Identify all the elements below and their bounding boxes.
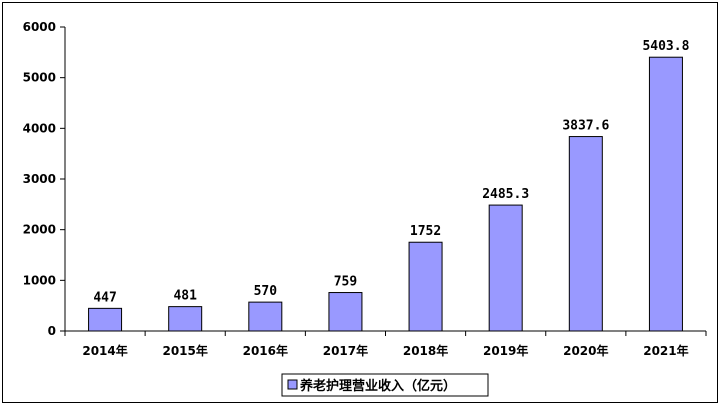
x-tick-label: 2017年 <box>323 343 368 358</box>
x-tick-label: 2021年 <box>643 343 688 358</box>
x-tick-label: 2015年 <box>162 343 207 358</box>
data-labels: 447 481 570 759 1752 2485.3 3837.6 5403.8 <box>93 39 689 305</box>
bar <box>168 306 203 332</box>
bar <box>568 136 603 332</box>
legend: 养老护理营业收入（亿元） <box>281 373 489 397</box>
bar <box>408 241 443 332</box>
x-tick-label: 2016年 <box>243 343 288 358</box>
bar <box>248 301 283 332</box>
x-tick-label: 2020年 <box>563 343 608 358</box>
bar-value-label: 3837.6 <box>562 119 609 134</box>
y-tick-label: 6000 <box>23 20 56 34</box>
bar-value-label: 447 <box>93 290 116 305</box>
bar-value-label: 570 <box>254 284 278 299</box>
y-tick-label: 3000 <box>23 172 56 186</box>
y-tick-label: 4000 <box>23 121 56 135</box>
legend-swatch <box>287 379 298 390</box>
x-axis: 2014年 2015年 2016年 2017年 2018年 2019年 2020年 2021年 <box>64 330 707 358</box>
legend-box <box>281 373 489 397</box>
x-tick-label: 2019年 <box>483 343 528 358</box>
bar-series <box>88 56 683 332</box>
x-tick-label: 2014年 <box>82 343 127 358</box>
y-tick-label: 0 <box>48 324 56 338</box>
bar-value-label: 759 <box>334 275 357 290</box>
bar-value-label: 2485.3 <box>482 187 529 202</box>
bar-value-label: 481 <box>173 289 197 304</box>
bar <box>328 292 363 332</box>
y-axis: 0 1000 2000 3000 4000 5000 6000 <box>23 20 66 338</box>
bar <box>88 307 123 332</box>
y-tick-label: 2000 <box>23 223 56 237</box>
legend-label: 养老护理营业收入（亿元） <box>299 378 456 394</box>
y-tick-label: 1000 <box>23 273 56 287</box>
bar <box>648 56 683 332</box>
bar-value-label: 5403.8 <box>642 39 689 54</box>
x-tick-label: 2018年 <box>403 343 448 358</box>
y-tick-label: 5000 <box>23 71 56 85</box>
bar-value-label: 1752 <box>410 224 441 239</box>
bar <box>488 204 523 332</box>
